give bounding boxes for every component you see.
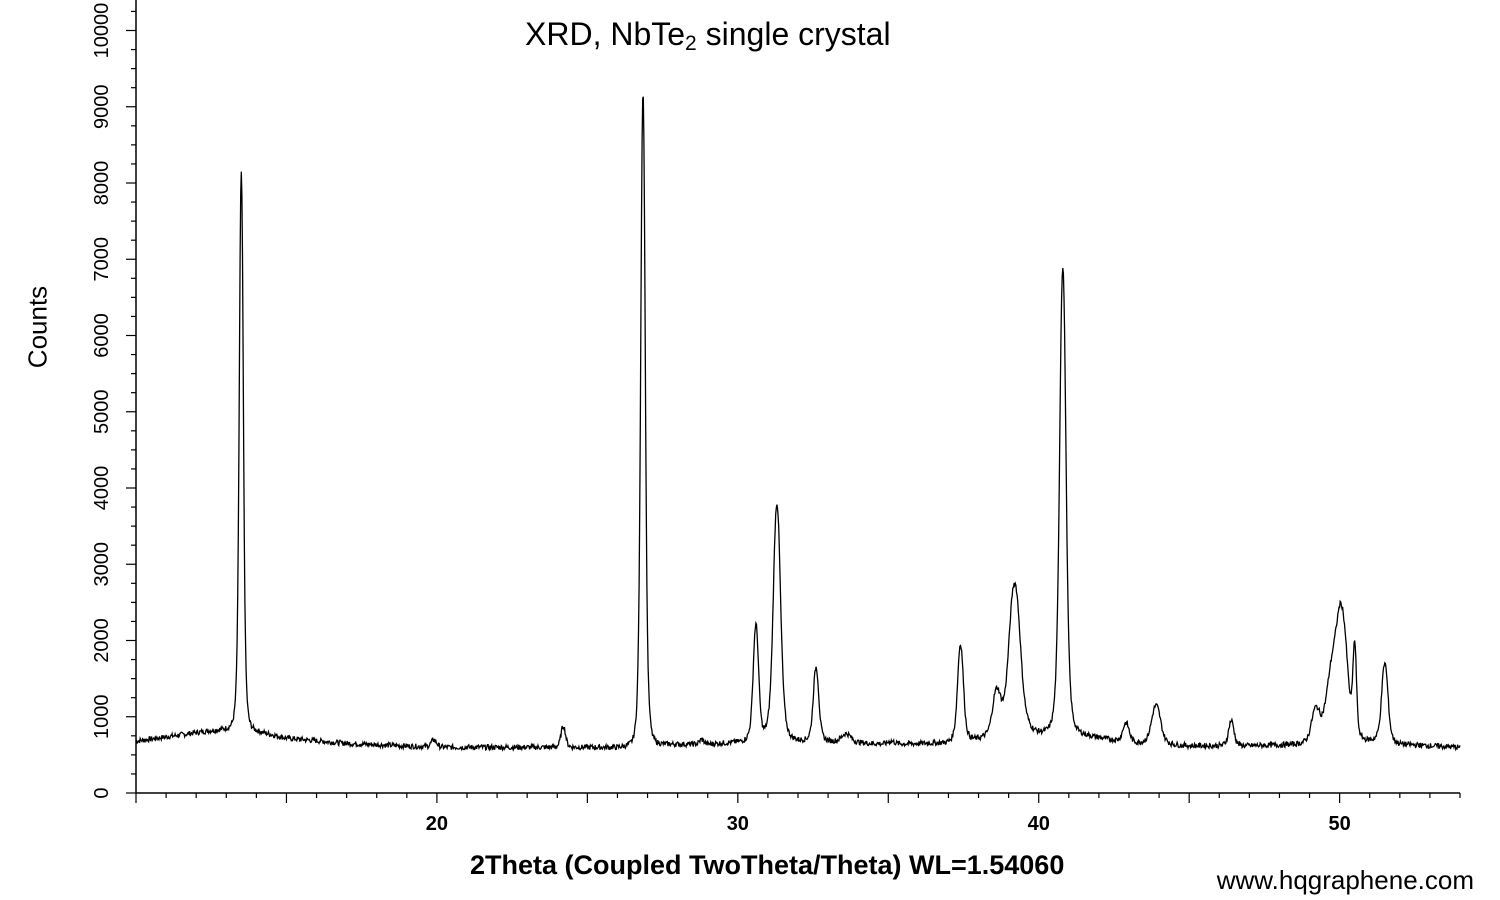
y-tick-label: 9000 — [91, 85, 113, 130]
chart-axes — [126, 0, 1461, 803]
watermark: www.hqgraphene.com — [1216, 865, 1474, 895]
x-axis-label: 2Theta (Coupled TwoTheta/Theta) WL=1.540… — [470, 850, 1065, 880]
y-tick-label: 7000 — [91, 237, 113, 282]
x-tick-label: 20 — [426, 813, 448, 835]
x-tick-label: 40 — [1028, 813, 1050, 835]
y-tick-label: 0 — [91, 787, 113, 798]
xrd-pattern-line — [135, 96, 1461, 752]
y-tick-label: 5000 — [91, 390, 113, 435]
y-tick-label: 3000 — [91, 542, 113, 587]
y-tick-label: 1000 — [91, 695, 113, 740]
y-tick-label: 10000 — [91, 3, 113, 59]
x-tick-labels: 20 30 40 50 — [426, 813, 1351, 835]
y-tick-label: 6000 — [91, 313, 113, 358]
chart-title-rest: single crystal — [696, 16, 891, 52]
y-axis-label: Counts — [22, 285, 53, 369]
x-tick-label: 30 — [727, 813, 749, 835]
y-tick-label: 4000 — [91, 466, 113, 511]
chart-title-subscript: 2 — [685, 32, 697, 55]
y-tick-labels: 0 1000 2000 3000 4000 5000 6000 7000 8000 9000 100… — [91, 3, 113, 799]
chart-title-main: XRD, NbTe — [525, 16, 686, 52]
y-tick-label: 2000 — [91, 618, 113, 663]
chart-title: XRD, NbTe2 single crystal — [525, 16, 891, 56]
x-tick-label: 50 — [1329, 813, 1351, 835]
y-tick-label: 8000 — [91, 161, 113, 206]
